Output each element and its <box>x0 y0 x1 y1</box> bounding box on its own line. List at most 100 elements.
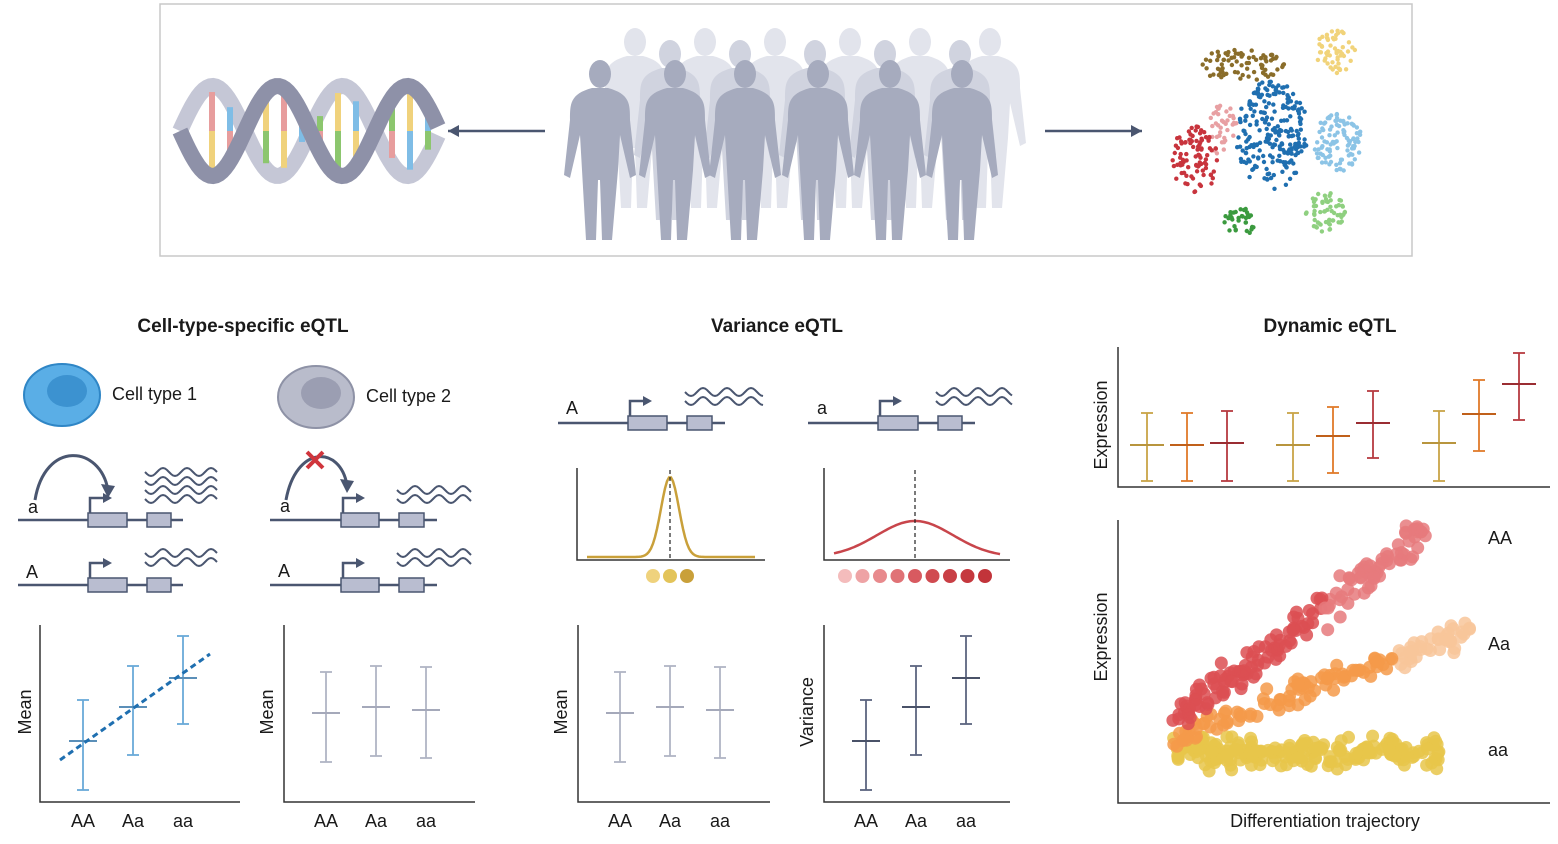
cell-dot <box>1270 160 1275 165</box>
cell-dot <box>1328 43 1333 48</box>
cell-point <box>1402 534 1416 548</box>
base-pair <box>299 131 305 142</box>
cell-point <box>1385 652 1399 665</box>
cell-dot <box>1285 129 1291 135</box>
cell-point <box>1287 622 1301 636</box>
cell-point <box>1403 645 1417 659</box>
cell-dot <box>1283 161 1288 166</box>
cell-dot <box>1214 151 1220 156</box>
cell-dot <box>1196 144 1201 149</box>
cell-dot <box>1236 215 1241 221</box>
base-pair <box>227 107 233 131</box>
cell-dot <box>1343 67 1349 72</box>
cell-dot <box>1229 62 1235 68</box>
cell-point <box>1234 665 1248 678</box>
cell-point <box>1233 707 1247 721</box>
cell-point <box>1166 713 1180 727</box>
person-body <box>709 88 781 240</box>
cell-dot <box>1266 101 1272 106</box>
cell-dot <box>1312 217 1317 223</box>
cell-dot <box>1293 141 1298 147</box>
cell-point <box>1214 656 1228 670</box>
cell-dot <box>1327 227 1333 232</box>
cell-dot <box>1211 169 1217 174</box>
cell-dot <box>1240 52 1245 57</box>
cell-dot <box>1322 193 1328 198</box>
cell-dot <box>1230 122 1235 127</box>
cell-dot <box>1238 207 1243 212</box>
cell-dot <box>1246 55 1252 60</box>
cell-point <box>1367 570 1381 584</box>
cell-point <box>1171 751 1185 765</box>
cell-dot <box>1301 144 1307 149</box>
cell-dot <box>1192 189 1197 195</box>
cell-dot <box>1203 162 1209 167</box>
cell-point <box>1399 741 1413 754</box>
cell-dot <box>1268 175 1274 181</box>
cell-dot <box>1337 197 1342 203</box>
cell-dot <box>1199 128 1204 133</box>
cell-point <box>1247 645 1261 658</box>
cell-dot <box>1207 134 1212 140</box>
base-pair <box>389 131 395 158</box>
cell-dot <box>1264 126 1269 132</box>
cell-dot <box>1222 135 1227 141</box>
cell-point <box>1341 583 1355 596</box>
cell-point <box>1203 720 1217 734</box>
cell-dot <box>1290 91 1296 97</box>
person-head <box>734 60 756 88</box>
cell-dot <box>1257 148 1262 153</box>
cell-dot <box>1174 176 1179 181</box>
tss-arrow <box>341 496 359 513</box>
cell-dot <box>1249 227 1254 232</box>
cell-point <box>1314 671 1328 685</box>
cell-point <box>1272 703 1286 717</box>
cell-dot <box>1281 105 1286 110</box>
cell-dot <box>1215 123 1221 128</box>
cell-dot <box>1336 220 1341 225</box>
cell-dot <box>1203 165 1209 171</box>
cell-dot <box>1251 69 1257 75</box>
cell-dot <box>1298 121 1303 127</box>
cell-dot <box>1210 123 1215 129</box>
cell-dot <box>1327 53 1333 58</box>
cell-dot <box>1317 129 1322 135</box>
allele-label: A <box>278 561 290 581</box>
cell-dot <box>1323 155 1328 160</box>
cell-dot <box>1346 40 1352 45</box>
cell-dot <box>1273 91 1278 97</box>
cell-dot <box>1324 140 1330 145</box>
cell-dot <box>1219 62 1225 67</box>
cell-dot <box>1303 211 1309 216</box>
cell-dot <box>1247 159 1253 164</box>
cell-dot <box>1348 151 1353 157</box>
cell-dot <box>1248 106 1253 112</box>
cell-dot <box>1321 127 1326 133</box>
cell-dot <box>1214 158 1220 163</box>
cell-dot <box>1216 54 1221 59</box>
cell-dot <box>1237 117 1243 123</box>
cell-dot <box>1247 230 1252 235</box>
arrow-head <box>1131 125 1142 137</box>
cell-point <box>1244 707 1258 721</box>
cell-point <box>1414 640 1427 654</box>
cell-point <box>1318 601 1332 615</box>
cell-dot <box>1336 66 1342 71</box>
cell-dot <box>1316 147 1321 152</box>
tss-head <box>643 396 652 406</box>
allele-dot <box>838 569 852 583</box>
cell-nucleus <box>301 377 341 409</box>
cell-dot <box>1334 162 1339 167</box>
cell-dot <box>1328 191 1333 196</box>
cell-dot <box>1208 115 1214 121</box>
cell-dot <box>1209 181 1214 186</box>
cell-dot <box>1248 101 1254 107</box>
cell-dot <box>1208 58 1213 63</box>
person-head <box>951 60 973 88</box>
cell-dot <box>1228 210 1233 215</box>
genotype-label: aa <box>1488 740 1509 760</box>
cell-point <box>1181 717 1195 731</box>
cell-dot <box>1333 36 1338 41</box>
cell-dot <box>1238 156 1244 162</box>
cell-dot <box>1289 146 1294 151</box>
